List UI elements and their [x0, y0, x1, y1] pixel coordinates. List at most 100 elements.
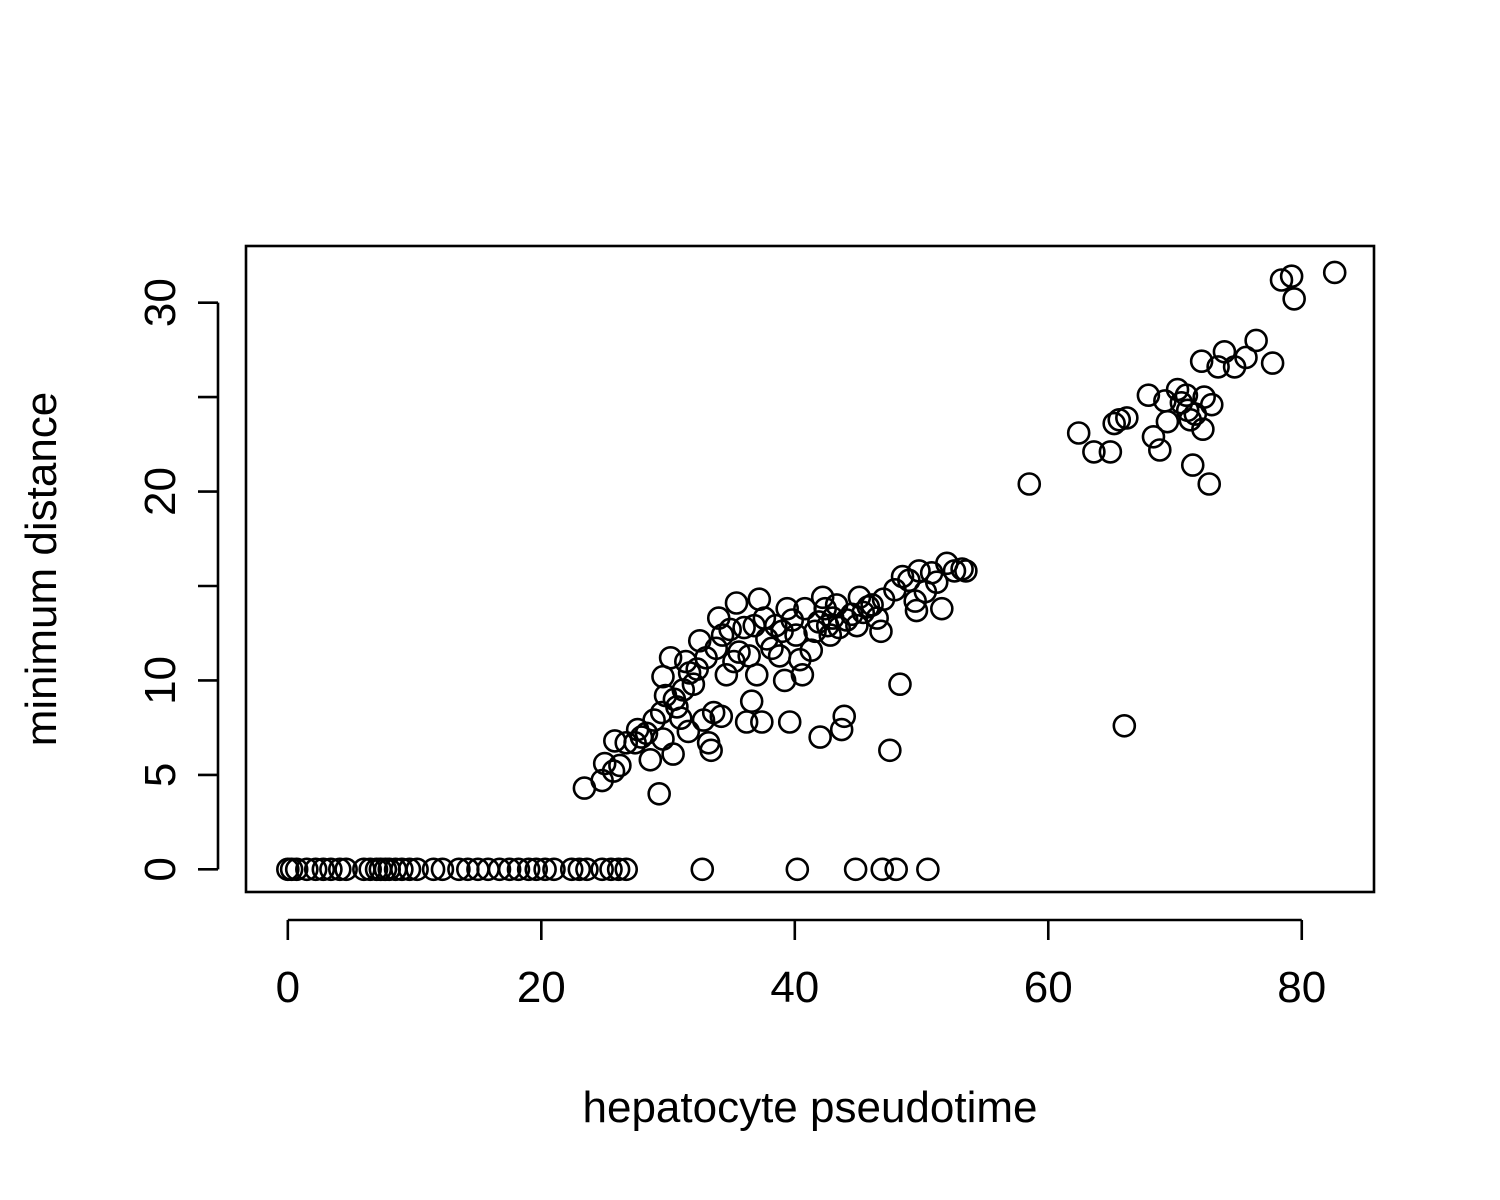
data-point — [1112, 713, 1137, 738]
data-point — [430, 857, 455, 882]
x-axis-label: hepatocyte pseudotime — [583, 1083, 1038, 1132]
data-point — [1180, 453, 1205, 477]
data-point — [714, 662, 739, 687]
data-point — [676, 719, 701, 744]
data-point — [760, 636, 784, 661]
x-tick-label: 40 — [770, 963, 819, 1012]
data-point — [704, 636, 729, 661]
data-point — [907, 559, 931, 583]
data-point — [775, 596, 799, 621]
data-point — [319, 857, 343, 882]
x-tick-label: 20 — [517, 963, 566, 1012]
data-point — [327, 857, 352, 882]
data-point — [661, 742, 685, 766]
data-point — [1102, 411, 1126, 436]
data-point — [681, 672, 706, 697]
data-point — [1279, 264, 1304, 289]
data-point — [284, 857, 309, 882]
data-point — [777, 710, 802, 734]
data-point — [1115, 406, 1139, 430]
data-point — [727, 640, 751, 664]
data-point — [860, 593, 884, 617]
data-point — [1155, 409, 1180, 434]
data-point — [810, 585, 835, 610]
data-point — [295, 857, 319, 882]
data-point — [1191, 417, 1215, 442]
data-point — [658, 645, 683, 670]
data-point — [559, 857, 584, 882]
data-point — [843, 857, 868, 882]
data-point — [845, 613, 869, 638]
data-point — [642, 708, 666, 732]
data-point — [690, 857, 715, 882]
data-point — [516, 857, 541, 882]
data-point — [334, 857, 358, 882]
data-point — [421, 857, 446, 882]
data-point — [709, 704, 734, 729]
data-point — [954, 559, 978, 583]
data-point — [869, 619, 893, 644]
data-point — [750, 710, 774, 734]
data-point — [601, 759, 626, 783]
data-point — [870, 857, 895, 882]
data-point — [772, 668, 797, 693]
data-point — [303, 857, 328, 882]
data-point — [1269, 268, 1294, 292]
data-point — [739, 689, 764, 714]
data-point — [668, 706, 693, 731]
data-point — [447, 857, 471, 882]
data-point — [1148, 438, 1172, 462]
data-point — [497, 857, 522, 882]
data-point — [358, 857, 383, 882]
data-point — [1098, 440, 1123, 464]
data-point — [634, 721, 659, 746]
data-point — [397, 857, 422, 882]
data-point — [1189, 349, 1214, 374]
data-point — [1141, 424, 1166, 449]
data-point — [506, 857, 531, 882]
x-axis: 0 20 40 60 80 — [276, 918, 1326, 1012]
data-point — [790, 662, 815, 687]
y-axis: 0 5 10 20 30 — [136, 278, 220, 882]
data-point — [1192, 385, 1216, 409]
data-point — [311, 857, 336, 882]
data-point — [390, 857, 414, 882]
data-point — [924, 570, 949, 595]
plot-frame — [244, 244, 1376, 894]
data-point — [606, 857, 631, 882]
y-axis-label: minimum distance — [17, 392, 66, 747]
data-point — [827, 615, 851, 640]
data-point — [1260, 351, 1285, 375]
data-point — [1017, 472, 1042, 496]
data-point — [1082, 440, 1106, 464]
data-point — [1206, 355, 1230, 379]
data-point — [524, 857, 549, 882]
data-point — [1234, 345, 1258, 370]
data-point — [665, 695, 689, 719]
y-tick-label: 20 — [136, 467, 185, 516]
data-point — [1282, 287, 1306, 311]
data-point — [878, 738, 902, 763]
data-point — [542, 857, 566, 882]
data-point — [710, 623, 735, 647]
x-tick-label: 80 — [1277, 963, 1326, 1012]
data-point — [533, 857, 557, 882]
data-point — [884, 857, 908, 882]
y-tick-label: 5 — [136, 763, 185, 787]
data-point — [487, 857, 512, 882]
data-point — [904, 598, 929, 623]
data-point — [1199, 392, 1224, 417]
y-tick-label: 10 — [136, 656, 185, 705]
data-point — [916, 857, 940, 882]
data-point — [614, 857, 639, 882]
data-point — [599, 857, 623, 882]
data-point — [575, 857, 599, 882]
y-tick-label: 30 — [136, 278, 185, 327]
data-point — [590, 857, 614, 882]
data-point — [1066, 421, 1091, 445]
data-point — [638, 747, 663, 772]
data-point — [763, 613, 788, 638]
data-point — [608, 753, 632, 778]
data-point — [1244, 328, 1268, 353]
